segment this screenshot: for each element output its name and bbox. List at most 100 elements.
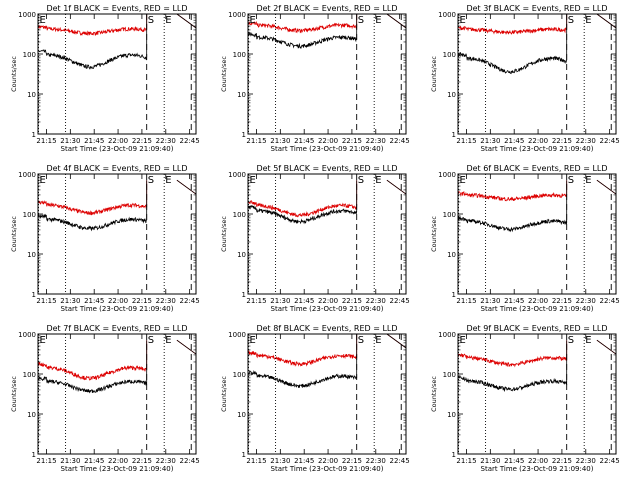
x-tick-label: 21:45 <box>294 457 314 465</box>
x-tick-label: 21:30 <box>480 297 500 305</box>
x-tick-label: 21:15 <box>456 137 476 145</box>
x-axis-label: Start Time (23-Oct-09 21:09:40) <box>61 145 174 153</box>
events-series-line <box>38 339 196 394</box>
series-group <box>38 339 196 394</box>
marker-label: S <box>568 175 574 186</box>
panel-title: Det 4f BLACK = Events, RED = LLD <box>46 164 187 173</box>
y-tick-label: 1 <box>242 131 246 139</box>
plot-frame <box>247 173 407 295</box>
lld-series-line <box>248 179 406 218</box>
y-tick-label: 100 <box>443 211 456 219</box>
plot-frame <box>457 333 617 455</box>
y-tick-label: 100 <box>233 51 246 59</box>
series-group <box>248 334 406 388</box>
marker-label: E <box>375 175 381 186</box>
x-tick-label: 21:30 <box>480 457 500 465</box>
marker-label: E <box>375 15 381 26</box>
marker-label: E <box>250 335 256 346</box>
panel-title: Det 5f BLACK = Events, RED = LLD <box>256 164 397 173</box>
series-group <box>248 179 406 225</box>
marker-label: E <box>250 175 256 186</box>
x-tick-label: 22:15 <box>132 457 152 465</box>
series-group <box>38 179 196 232</box>
y-tick-label: 1 <box>242 291 246 299</box>
marker-label: S <box>148 175 154 186</box>
marker-label: E <box>460 335 466 346</box>
x-tick-label: 21:30 <box>270 457 290 465</box>
y-axis-label: Counts/sec <box>430 376 438 412</box>
panel-title: Det 1f BLACK = Events, RED = LLD <box>46 4 187 13</box>
x-tick-label: 22:30 <box>156 297 176 305</box>
y-axis-label: Counts/sec <box>10 56 18 92</box>
x-tick-label: 22:30 <box>366 137 386 145</box>
x-tick-label: 22:45 <box>180 457 200 465</box>
marker-label: S <box>358 175 364 186</box>
y-axis-label: Counts/sec <box>430 56 438 92</box>
x-tick-label: 22:00 <box>528 297 548 305</box>
y-tick-label: 10 <box>447 251 456 259</box>
x-tick-label: 22:00 <box>318 297 338 305</box>
x-tick-label: 22:00 <box>528 457 548 465</box>
x-axis-label: Start Time (23-Oct-09 21:09:40) <box>481 465 594 473</box>
marker-label: E <box>165 175 171 186</box>
events-series-line <box>458 179 616 233</box>
x-tick-label: 22:45 <box>600 137 620 145</box>
y-axis-label: Counts/sec <box>10 216 18 252</box>
y-axis-label: Counts/sec <box>220 376 228 412</box>
plot-frame <box>37 13 197 135</box>
x-tick-label: 21:45 <box>84 137 104 145</box>
x-tick-label: 21:45 <box>504 297 524 305</box>
x-tick-label: 22:00 <box>528 137 548 145</box>
x-tick-label: 21:15 <box>456 297 476 305</box>
plot-frame <box>457 173 617 295</box>
x-axis-label: Start Time (23-Oct-09 21:09:40) <box>481 145 594 153</box>
x-tick-label: 21:30 <box>270 137 290 145</box>
marker-label: E <box>585 15 591 26</box>
y-tick-label: 1000 <box>18 171 36 179</box>
lld-series-line <box>248 14 406 34</box>
y-tick-label: 1 <box>32 131 36 139</box>
series-group <box>248 14 406 49</box>
y-tick-label: 1 <box>242 451 246 459</box>
plot-frame <box>247 13 407 135</box>
y-tick-label: 1000 <box>438 11 456 19</box>
panel-title: Det 9f BLACK = Events, RED = LLD <box>466 324 607 333</box>
lld-series-line <box>458 339 616 368</box>
x-tick-label: 21:45 <box>294 137 314 145</box>
marker-label: E <box>40 335 46 346</box>
y-tick-label: 100 <box>233 371 246 379</box>
y-tick-label: 1 <box>32 451 36 459</box>
x-tick-label: 22:45 <box>390 137 410 145</box>
x-tick-label: 22:15 <box>132 137 152 145</box>
y-tick-label: 10 <box>447 411 456 419</box>
marker-label: E <box>165 15 171 26</box>
series-group <box>458 14 616 75</box>
x-tick-label: 22:45 <box>180 137 200 145</box>
events-series-line <box>458 14 616 75</box>
y-tick-label: 10 <box>27 91 36 99</box>
x-tick-label: 22:15 <box>132 297 152 305</box>
marker-label: E <box>585 175 591 186</box>
y-tick-label: 1 <box>452 291 456 299</box>
x-tick-label: 21:30 <box>480 137 500 145</box>
series-group <box>458 339 616 393</box>
y-tick-label: 1000 <box>228 331 246 339</box>
plot-frame <box>247 333 407 455</box>
events-series-line <box>248 179 406 225</box>
y-tick-label: 100 <box>443 51 456 59</box>
lld-series-line <box>458 179 616 202</box>
x-tick-label: 21:45 <box>504 137 524 145</box>
panel-title: Det 7f BLACK = Events, RED = LLD <box>46 324 187 333</box>
series-group <box>458 179 616 233</box>
marker-label: S <box>148 335 154 346</box>
y-tick-label: 100 <box>23 211 36 219</box>
y-tick-label: 100 <box>23 371 36 379</box>
